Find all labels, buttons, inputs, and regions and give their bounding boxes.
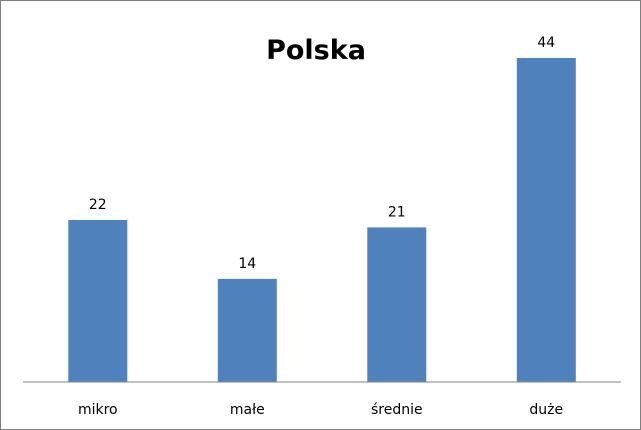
chart-title: Polska	[266, 35, 366, 66]
x-tick-label-1: mikro	[78, 402, 118, 418]
data-label-3: 21	[388, 204, 406, 220]
bar-1	[68, 220, 128, 382]
bar-3	[367, 227, 427, 382]
data-label-4: 44	[537, 35, 555, 51]
x-tick-label-2: małe	[230, 402, 265, 418]
x-tick-label-3: średnie	[371, 402, 423, 418]
labels-layer: 22 mikro 14 małe 21 średnie 44 duże	[78, 35, 563, 418]
bars-layer	[68, 58, 576, 382]
data-label-2: 14	[238, 256, 256, 272]
bar-4	[516, 58, 576, 382]
data-label-1: 22	[89, 197, 107, 213]
x-tick-label-4: duże	[529, 402, 563, 418]
bar-2	[217, 278, 277, 382]
